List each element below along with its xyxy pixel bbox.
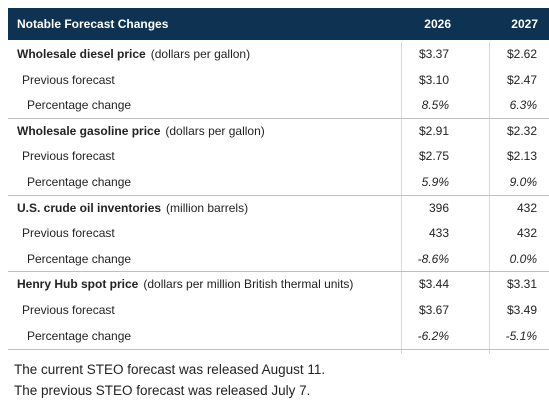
row-label: Henry Hub spot price (dollars per million… xyxy=(17,276,353,292)
group-divider xyxy=(8,194,549,196)
row-title: U.S. crude oil inventories xyxy=(17,200,162,215)
row-label: Previous forecast xyxy=(22,149,115,164)
value-cell: 0.0% xyxy=(509,251,537,266)
value-cell: $2.32 xyxy=(506,123,537,138)
value-cell: -6.2% xyxy=(417,328,449,343)
value-cell: $2.91 xyxy=(418,123,449,138)
header-title: Notable Forecast Changes xyxy=(17,17,169,31)
footnote: The previous STEO forecast was released … xyxy=(14,383,311,398)
column-divider xyxy=(489,42,490,354)
row-label: Percentage change xyxy=(27,98,132,113)
table-bottom xyxy=(8,349,549,351)
row-unit: (dollars per million British thermal uni… xyxy=(143,277,354,292)
value-cell: $2.47 xyxy=(506,72,537,87)
row-label: Percentage change xyxy=(27,328,132,343)
row-label: Wholesale gasoline price (dollars per gal… xyxy=(17,123,265,139)
value-cell: 6.3% xyxy=(509,98,537,113)
row-unit: (million barrels) xyxy=(166,200,249,215)
row-label: Percentage change xyxy=(27,175,132,189)
value-cell: $3.37 xyxy=(418,47,449,61)
value-cell: 5.9% xyxy=(421,175,449,189)
header-year: 2027 xyxy=(511,17,538,31)
footnote: The current STEO forecast was released A… xyxy=(14,362,326,377)
row-unit: (dollars per gallon) xyxy=(150,47,251,61)
row-label: Wholesale diesel price (dollars per gallo… xyxy=(17,46,250,62)
value-cell: -5.1% xyxy=(505,328,537,343)
value-cell: $2.13 xyxy=(506,149,537,164)
value-cell: $3.10 xyxy=(418,72,449,87)
value-cell: $3.67 xyxy=(418,303,449,317)
header-year: 2026 xyxy=(424,17,451,31)
value-cell: 9.0% xyxy=(509,175,537,189)
value-cell: 432 xyxy=(516,226,537,241)
value-cell: $3.49 xyxy=(506,303,537,317)
column-divider xyxy=(401,42,402,354)
value-cell: $2.75 xyxy=(418,149,449,164)
value-cell: 432 xyxy=(516,200,537,215)
row-title: Wholesale diesel price xyxy=(17,47,146,61)
row-label: Previous forecast xyxy=(22,226,115,241)
table-header: Notable Forecast Changes 2026 2027 xyxy=(8,8,549,40)
row-label: Previous forecast xyxy=(22,303,115,317)
value-cell: $3.44 xyxy=(418,277,449,292)
row-title: Henry Hub spot price xyxy=(17,277,139,292)
row-label: Percentage change xyxy=(27,251,132,266)
value-cell: -8.6% xyxy=(417,251,449,266)
value-cell: 8.5% xyxy=(421,98,449,113)
value-cell: $3.31 xyxy=(506,277,537,292)
row-unit: (dollars per gallon) xyxy=(165,123,265,138)
row-title: Wholesale gasoline price xyxy=(17,123,161,138)
row-label: Previous forecast xyxy=(22,72,115,87)
group-divider xyxy=(8,271,549,273)
group-divider xyxy=(8,117,549,119)
value-cell: 396 xyxy=(428,200,449,215)
value-cell: $2.62 xyxy=(506,47,537,61)
value-cell: 433 xyxy=(428,226,449,241)
row-label: U.S. crude oil inventories (million barre… xyxy=(17,200,248,216)
